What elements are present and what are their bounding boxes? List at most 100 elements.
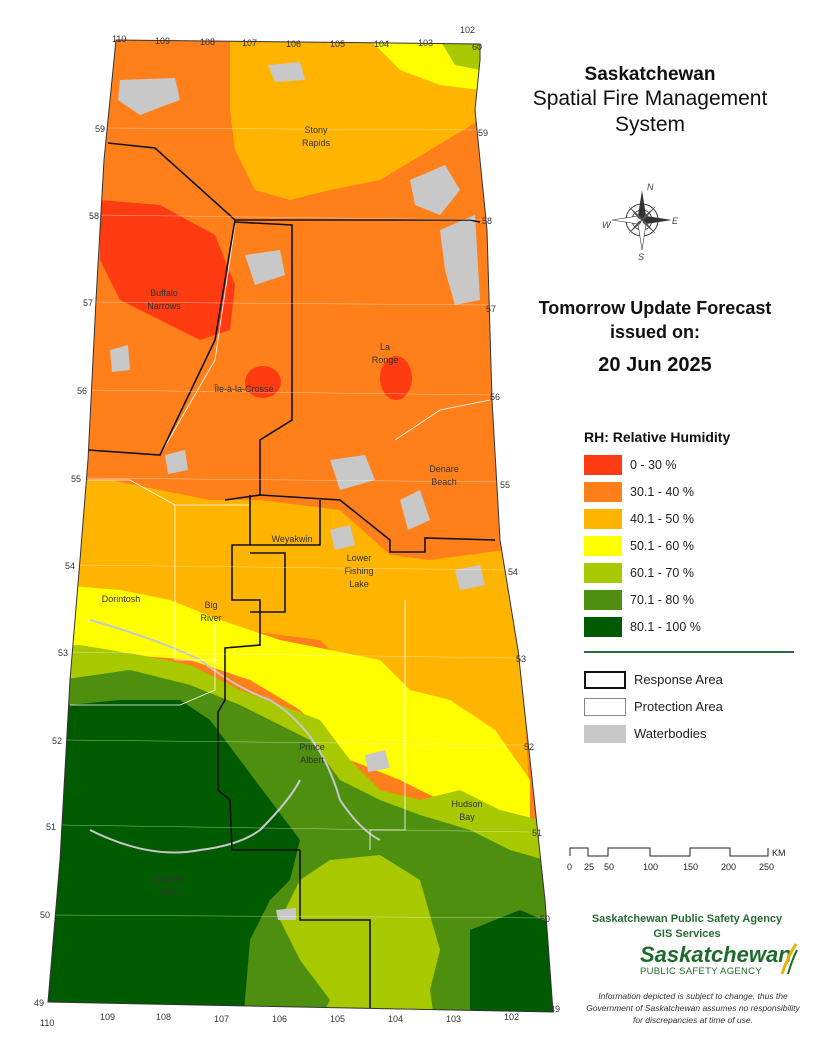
svg-text:108: 108 xyxy=(200,37,215,47)
svg-text:51: 51 xyxy=(532,828,542,838)
legend-swatch xyxy=(584,697,626,716)
legend-swatch xyxy=(584,454,622,475)
svg-text:KM: KM xyxy=(772,848,786,858)
legend-swatch xyxy=(584,562,622,583)
waterbody xyxy=(365,750,390,772)
legend-swatch xyxy=(584,535,622,556)
title-line1: Spatial Fire Management xyxy=(532,87,768,110)
place-stony-rapids: Stony xyxy=(304,125,328,135)
place-hudson-bay: Hudson xyxy=(451,799,482,809)
svg-text:Ronge: Ronge xyxy=(372,355,399,365)
zone-80-100-east xyxy=(470,910,553,1012)
svg-text:56: 56 xyxy=(490,392,500,402)
title-province: Saskatchewan xyxy=(584,64,716,85)
logo-name: Saskatchewan xyxy=(640,942,792,967)
svg-text:110: 110 xyxy=(112,34,126,44)
waterbody xyxy=(330,525,355,550)
svg-text:110: 110 xyxy=(40,1018,54,1028)
scale-bar: 0 25 50 100 150 200 250 KM xyxy=(567,847,786,872)
graticule xyxy=(53,127,546,919)
legend-title: RH: Relative Humidity xyxy=(584,429,731,445)
legend-swatch xyxy=(584,589,622,610)
longitude-labels-top: 110 109 108 107 106 105 104 103 102 xyxy=(112,25,475,49)
waterbody xyxy=(165,450,188,474)
svg-text:52: 52 xyxy=(524,742,534,752)
waterbody xyxy=(245,250,285,285)
svg-text:51: 51 xyxy=(46,822,56,832)
agency-credit: Saskatchewan Public Safety Agency GIS Se… xyxy=(572,912,802,942)
svg-text:Albert: Albert xyxy=(300,755,324,765)
svg-text:109: 109 xyxy=(100,1012,115,1022)
zone-0-30-la-ronge xyxy=(380,356,412,400)
svg-text:58: 58 xyxy=(482,216,492,226)
legend-label: 0 - 30 % xyxy=(630,457,677,472)
rh-zones xyxy=(48,40,553,1012)
svg-text:104: 104 xyxy=(388,1014,403,1024)
svg-text:49: 49 xyxy=(34,998,44,1008)
legend-item: 60.1 - 70 % xyxy=(584,559,804,586)
legend-item-response-area: Response Area xyxy=(584,666,804,693)
svg-text:25: 25 xyxy=(584,862,594,872)
svg-text:Hills: Hills xyxy=(162,887,179,897)
response-area-boundaries xyxy=(87,142,496,1012)
legend-swatch xyxy=(584,670,626,689)
place-prince-albert: Prince xyxy=(299,742,325,752)
svg-text:250: 250 xyxy=(759,862,774,872)
boundary-legend: Response Area Protection Area Waterbodie… xyxy=(584,666,804,747)
place-ile-a-la-crosse: Île-à-la-Crosse xyxy=(213,384,273,394)
svg-text:52: 52 xyxy=(52,736,62,746)
compass-rose-icon: N S E W xyxy=(602,182,679,262)
place-dorintosh: Dorintosh xyxy=(102,594,141,604)
place-cypress-hills: Cypress xyxy=(153,874,187,884)
disclaimer: Information depicted is subject to chang… xyxy=(586,991,800,1025)
place-denare-beach: Denare xyxy=(429,464,459,474)
legend-swatch xyxy=(584,508,622,529)
zone-50-60 xyxy=(48,585,530,830)
waterbody xyxy=(330,455,375,490)
forecast-date: 20 Jun 2025 xyxy=(598,354,712,376)
province-outline xyxy=(47,39,554,1013)
legend-label: 30.1 - 40 % xyxy=(630,484,694,499)
legend-item-protection-area: Protection Area xyxy=(584,693,804,720)
svg-text:River: River xyxy=(200,613,221,623)
svg-text:56: 56 xyxy=(77,386,87,396)
legend-label: Response Area xyxy=(634,672,723,687)
agency-name: Saskatchewan Public Safety Agency xyxy=(591,913,783,925)
legend-item-waterbodies: Waterbodies xyxy=(584,720,804,747)
svg-text:E: E xyxy=(672,216,679,226)
zone-80-100-west xyxy=(48,700,300,1012)
legend-label: Waterbodies xyxy=(634,726,707,741)
svg-text:150: 150 xyxy=(683,862,698,872)
svg-text:59: 59 xyxy=(478,128,488,138)
waterbody xyxy=(118,78,180,115)
legend-item: 0 - 30 % xyxy=(584,451,804,478)
forecast-line2: issued on: xyxy=(609,322,700,342)
zone-60-70-north xyxy=(440,40,480,70)
svg-text:50: 50 xyxy=(604,862,614,872)
svg-text:102: 102 xyxy=(504,1012,519,1022)
svg-text:108: 108 xyxy=(156,1012,171,1022)
legend-label: 80.1 - 100 % xyxy=(630,619,701,634)
river xyxy=(89,779,301,854)
waterbody xyxy=(455,565,485,590)
legend-label: Protection Area xyxy=(634,699,723,714)
zone-40-50-central xyxy=(48,480,530,800)
legend-item: 80.1 - 100 % xyxy=(584,613,804,640)
svg-text:55: 55 xyxy=(500,480,510,490)
svg-text:58: 58 xyxy=(89,211,99,221)
zone-0-30-ile xyxy=(245,366,281,398)
svg-text:Fishing: Fishing xyxy=(344,566,373,576)
svg-text:Lake: Lake xyxy=(349,579,369,589)
waterbody xyxy=(276,908,296,920)
svg-text:103: 103 xyxy=(446,1014,461,1024)
map-title: Saskatchewan Spatial Fire Management Sys… xyxy=(500,64,800,138)
logo-wheat-icon xyxy=(780,943,798,975)
svg-text:53: 53 xyxy=(516,654,526,664)
svg-text:N: N xyxy=(647,182,654,192)
svg-text:200: 200 xyxy=(721,862,736,872)
forecast-line1: Tomorrow Update Forecast xyxy=(538,298,772,318)
legend-item: 40.1 - 50 % xyxy=(584,505,804,532)
river xyxy=(89,619,381,841)
svg-text:109: 109 xyxy=(155,36,170,46)
svg-text:104: 104 xyxy=(374,39,389,49)
